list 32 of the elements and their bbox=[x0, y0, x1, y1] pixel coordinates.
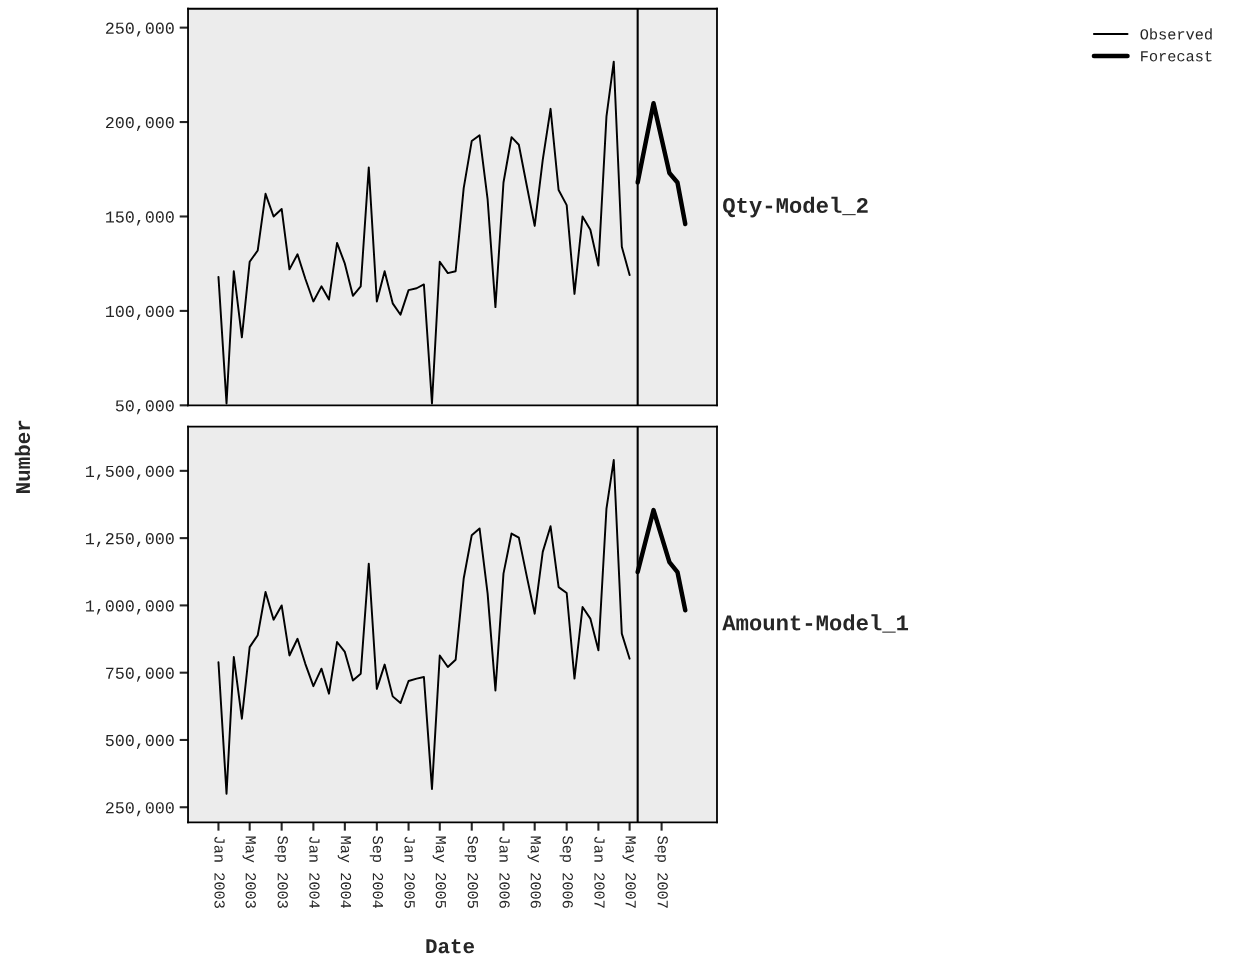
text: Qty-Model_2 bbox=[723, 196, 868, 218]
y-tick-label: 250,000 bbox=[105, 802, 174, 817]
x-tick-label: May 2006 bbox=[527, 836, 541, 908]
y-tick-label: 150,000 bbox=[106, 211, 174, 226]
y-tick-label: 100,000 bbox=[106, 305, 174, 320]
y-tick-label: 1,250,000 bbox=[86, 533, 174, 548]
y-tick-label: 1,500,000 bbox=[86, 465, 174, 480]
x-tick-label: Jan 2003 bbox=[214, 836, 225, 908]
y-tick-label: 1,000,000 bbox=[86, 600, 174, 615]
y-tick-label: 500,000 bbox=[105, 734, 174, 749]
x-tick-label: Sep 2005 bbox=[464, 836, 479, 908]
x-tick-label: May 2004 bbox=[337, 836, 352, 909]
y-tick-label: 50,000 bbox=[115, 400, 174, 415]
x-tick-label: Jan 2007 bbox=[594, 836, 605, 908]
text: Amount-Model_1 bbox=[722, 614, 909, 633]
x-axis-title: Date bbox=[426, 939, 475, 954]
x-tick-label: Jan 2006 bbox=[499, 836, 510, 908]
y-tick-label: 200,000 bbox=[105, 116, 174, 132]
y-tick-label: 750,000 bbox=[106, 667, 174, 682]
x-tick-label: Jan 2005 bbox=[404, 836, 415, 908]
x-tick-label: May 2007 bbox=[622, 836, 636, 908]
x-tick-label: Sep 2006 bbox=[559, 836, 573, 908]
legend-label: Forecast bbox=[1141, 51, 1212, 62]
x-tick-label: May 2003 bbox=[242, 836, 256, 908]
x-tick-label: Sep 2003 bbox=[274, 836, 288, 908]
x-tick-label: Jan 2004 bbox=[309, 836, 320, 909]
y-axis-title: Number bbox=[14, 420, 31, 493]
x-tick-label: Sep 2007 bbox=[654, 836, 668, 908]
x-tick-label: Sep 2004 bbox=[369, 836, 384, 909]
legend-label: Observed bbox=[1140, 28, 1212, 40]
x-tick-label: May 2005 bbox=[432, 836, 447, 908]
y-tick-label: 250,000 bbox=[105, 22, 174, 37]
